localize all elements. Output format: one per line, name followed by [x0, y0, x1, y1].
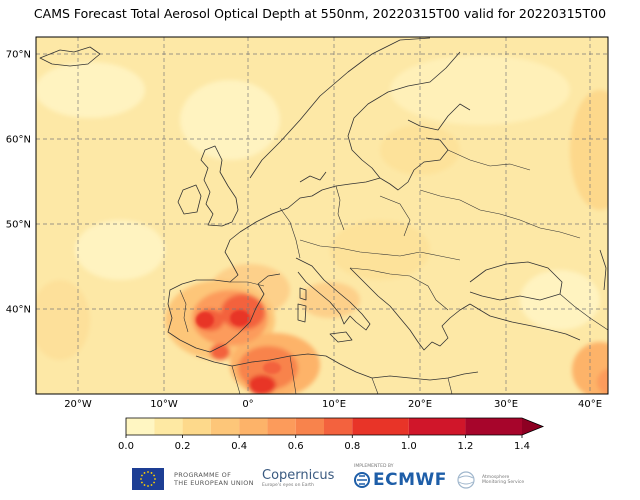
- coast-islands: [297, 287, 353, 343]
- lon-label: 30°E: [494, 399, 518, 410]
- ecmwf-logo: IMPLEMENTED BY ECMWF: [354, 464, 447, 490]
- colorbar-tick-label: 1.4: [514, 441, 530, 452]
- longitude-labels: 20°W 10°W 0° 10°E 20°E 30°E 40°E: [64, 399, 602, 410]
- borders: [179, 149, 608, 394]
- coast-continent: [239, 177, 381, 233]
- border-france-spain: [230, 281, 265, 287]
- eu-programme-text: PROGRAMME OF THE EUROPEAN UNION: [174, 471, 254, 487]
- colorbar-ticks: 0.0 0.2 0.4 0.6 0.8 1.0 1.2 1.4: [118, 435, 530, 452]
- colorbar-cell: [267, 418, 296, 435]
- lon-label: 20°E: [408, 399, 432, 410]
- atmosphere-label: Atmosphere Monitoring Service: [482, 475, 525, 485]
- coast-caspian: [599, 249, 607, 291]
- border-russia: [447, 149, 531, 171]
- coast-great-britain: [200, 145, 239, 227]
- coast-black-sea: [469, 261, 563, 301]
- atmosphere-globe-icon: [457, 471, 475, 489]
- gridlines: [36, 37, 608, 394]
- map-title: CAMS Forecast Total Aerosol Optical Dept…: [33, 6, 607, 21]
- lat-label: 70°N: [6, 50, 31, 61]
- copernicus-label: Copernicus: [262, 468, 335, 483]
- border-france-germany: [279, 207, 301, 259]
- lon-label: 0°: [242, 399, 253, 410]
- lon-label: 40°E: [578, 399, 602, 410]
- colorbar-cell: [324, 418, 353, 435]
- footer-logos: PROGRAMME OF THE EUROPEAN UNION Copernic…: [0, 462, 640, 500]
- colorbar-cell: [295, 418, 324, 435]
- colorbar-cell: [210, 418, 240, 435]
- colorbar-cell: [154, 418, 183, 435]
- ecmwf-implemented: IMPLEMENTED BY: [354, 464, 394, 469]
- latitude-labels: 70°N 60°N 50°N 40°N: [6, 50, 31, 316]
- coast-baltic: [379, 103, 471, 191]
- coast-iceland: [39, 46, 101, 67]
- aod-dust-core: [196, 310, 281, 374]
- border-central: [299, 239, 461, 261]
- copernicus-logo: Copernicus Europe's eyes on Earth: [262, 468, 334, 488]
- colorbar-cell: [182, 418, 211, 435]
- colorbar-tick-label: 1.0: [401, 441, 417, 452]
- ecmwf-label: ECMWF: [373, 470, 447, 490]
- coast-north-africa: [195, 353, 479, 381]
- lat-label: 40°N: [6, 305, 31, 316]
- eu-text-line1: PROGRAMME OF: [174, 471, 232, 479]
- border-germany-poland: [335, 185, 345, 231]
- coast-france-iberia: [167, 231, 281, 353]
- colorbar-cell: [239, 418, 268, 435]
- lon-label: 10°W: [150, 399, 178, 410]
- map-frame: [35, 36, 609, 395]
- colorbar-tick-label: 1.2: [457, 441, 473, 452]
- colorbar-cells: [125, 417, 545, 436]
- lat-label: 50°N: [6, 220, 31, 231]
- coast-balkans: [349, 267, 471, 351]
- colorbar-cell: [352, 418, 409, 435]
- colorbar-tick-label: 0.0: [118, 441, 134, 452]
- colorbar-tick-label: 0.6: [288, 441, 304, 452]
- coastlines: [39, 37, 607, 381]
- colorbar-tick-label: 0.4: [231, 441, 247, 452]
- aod-field: [36, 37, 608, 394]
- colorbar-cell: [465, 418, 522, 435]
- atmosphere-logo: Atmosphere Monitoring Service: [456, 470, 530, 490]
- coast-italy: [295, 257, 371, 331]
- colorbar-tick-label: 0.8: [344, 441, 360, 452]
- lon-label: 10°E: [322, 399, 346, 410]
- ecmwf-emblem-icon: [354, 472, 370, 488]
- eu-flag-icon: [132, 468, 164, 490]
- lon-label: 20°W: [64, 399, 92, 410]
- border-turkey-east: [559, 293, 608, 331]
- border-poland-ukraine: [379, 195, 411, 237]
- border-spain-portugal: [179, 289, 189, 333]
- eu-text-line2: THE EUROPEAN UNION: [174, 479, 254, 487]
- aod-light-patches: [36, 55, 608, 360]
- copernicus-sub: Europe's eyes on Earth: [262, 483, 314, 488]
- border-balkans: [349, 267, 449, 311]
- coast-scandinavia: [249, 37, 461, 183]
- coast-anatolia: [469, 303, 581, 341]
- colorbar-outline: [125, 417, 545, 436]
- colorbar-tick-label: 0.2: [175, 441, 191, 452]
- border-east: [419, 189, 581, 239]
- lat-label: 60°N: [6, 135, 31, 146]
- colorbar-extend-arrow: [522, 418, 543, 435]
- eu-logo-block: PROGRAMME OF THE EUROPEAN UNION: [132, 468, 254, 490]
- border-africa: [231, 355, 453, 394]
- coast-ireland: [177, 184, 202, 215]
- colorbar-cell: [408, 418, 466, 435]
- colorbar-cell: [126, 418, 155, 435]
